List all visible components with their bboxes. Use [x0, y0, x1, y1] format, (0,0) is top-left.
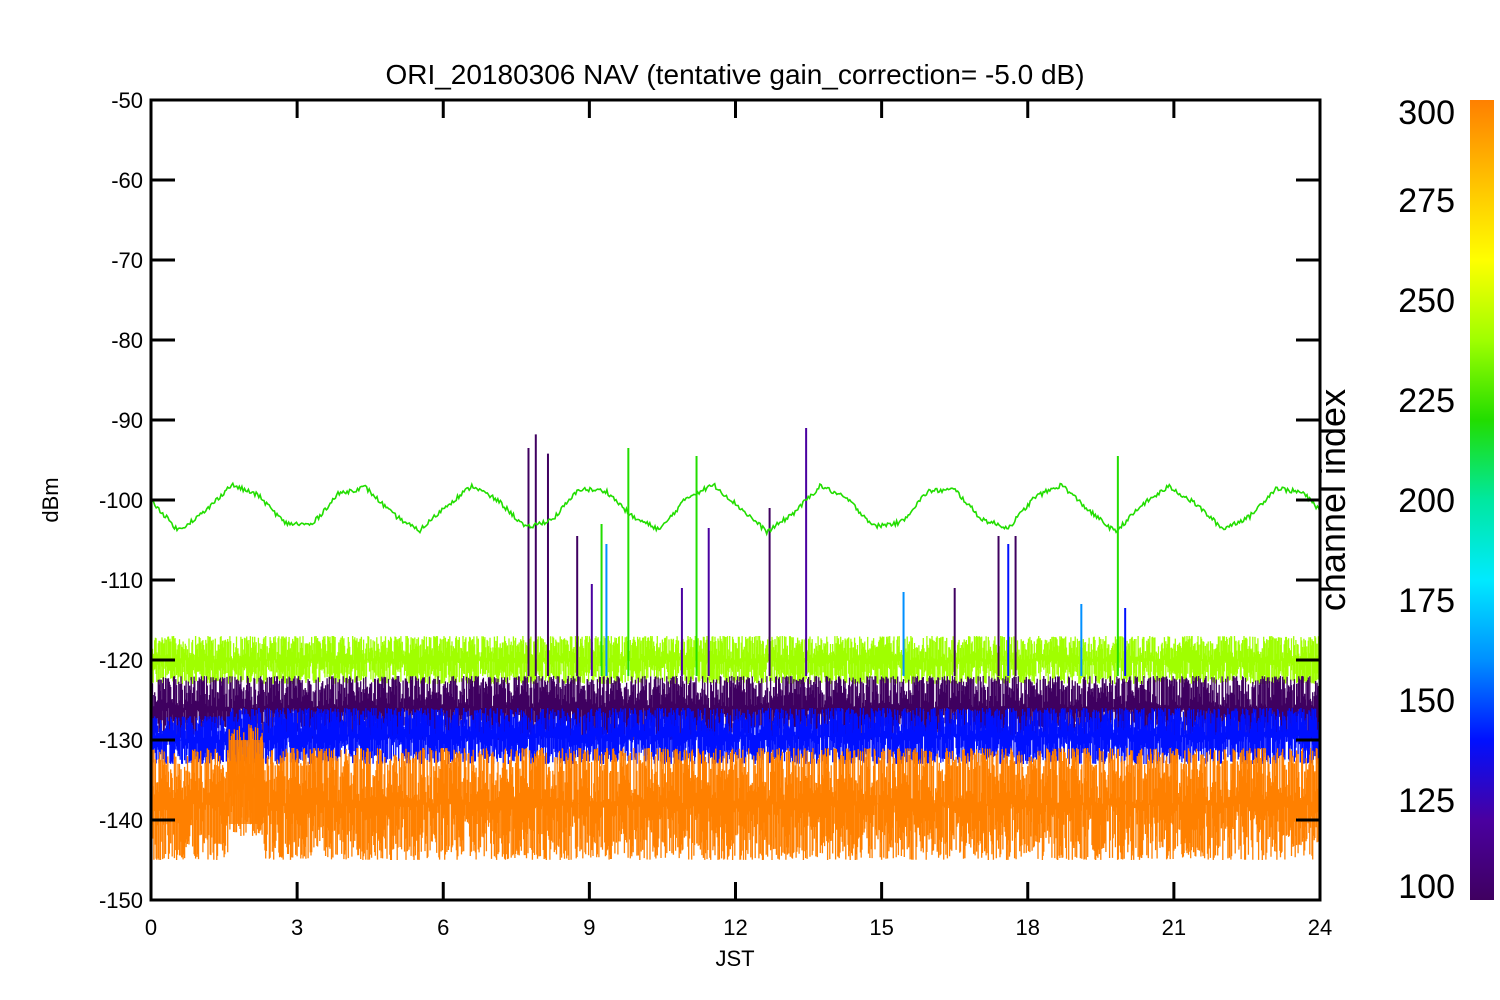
colorbar-tick-label: 250	[1398, 282, 1455, 320]
colorbar-tick-label: 150	[1398, 682, 1455, 720]
y-tick-label: -70	[111, 248, 143, 273]
colorbar-ticks: 300 275 250 225 200 175 150 125 100	[1398, 94, 1455, 906]
y-tick-label: -60	[111, 168, 143, 193]
y-axis-ticks: -50 -60 -70 -80 -90 -100 -110 -120 -130 -140 -150	[99, 88, 1320, 913]
y-axis-label: dBm	[38, 477, 63, 522]
colorbar-tick-label: 125	[1398, 782, 1455, 820]
y-tick-label: -50	[111, 88, 143, 113]
colorbar	[1470, 100, 1494, 900]
y-tick-label: -120	[99, 648, 143, 673]
x-axis-ticks: 0 3 6 9 12 15 18 21 24	[145, 100, 1332, 940]
colorbar-tick-label: 225	[1398, 382, 1455, 420]
noise-band-260	[151, 636, 1320, 684]
x-tick-label: 12	[723, 915, 747, 940]
y-tick-label: -130	[99, 728, 143, 753]
colorbar-tick-label: 300	[1398, 94, 1455, 132]
colorbar-tick-label: 175	[1398, 582, 1455, 620]
y-tick-label: -80	[111, 328, 143, 353]
series-line-240	[151, 481, 1320, 537]
y-tick-label: -110	[101, 568, 143, 593]
colorbar-tick-label: 100	[1398, 868, 1455, 906]
noise-band-135	[151, 708, 1320, 764]
y-tick-label: -90	[111, 408, 143, 433]
noise-band-290	[151, 724, 1320, 860]
x-tick-label: 6	[437, 915, 449, 940]
colorbar-tick-label: 275	[1398, 182, 1455, 220]
series-lines	[151, 481, 1320, 537]
y-tick-label: -150	[99, 888, 143, 913]
x-tick-label: 0	[145, 915, 157, 940]
noise-bump-290	[228, 740, 264, 824]
x-tick-label: 18	[1016, 915, 1040, 940]
y-tick-label: -100	[99, 488, 143, 513]
noise-bands	[151, 636, 1320, 860]
x-tick-label: 15	[869, 915, 893, 940]
colorbar-tick-label: 200	[1398, 482, 1455, 520]
x-tick-label: 21	[1162, 915, 1186, 940]
x-tick-label: 24	[1308, 915, 1332, 940]
y-tick-label: -140	[99, 808, 143, 833]
chart-title: ORI_20180306 NAV (tentative gain_correct…	[385, 59, 1084, 90]
interference-spikes	[527, 428, 1127, 676]
x-tick-label: 9	[583, 915, 595, 940]
colorbar-label: channel index	[1312, 389, 1353, 611]
x-axis-label: JST	[715, 946, 754, 971]
x-tick-label: 3	[291, 915, 303, 940]
